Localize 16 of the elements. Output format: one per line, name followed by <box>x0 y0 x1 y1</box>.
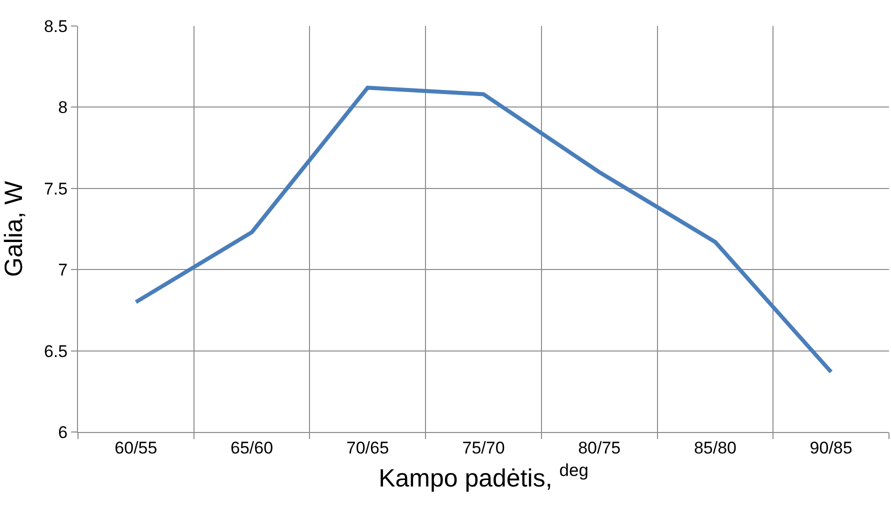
x-tick-label: 60/55 <box>114 438 158 458</box>
line-series <box>134 86 834 374</box>
x-tick-label: 75/70 <box>462 438 505 458</box>
y-tick-label: 6.5 <box>44 342 68 361</box>
y-tick-label: 8.5 <box>44 16 68 36</box>
x-axis-title: Kampo padėtis, $^{deg}$ <box>378 460 588 492</box>
x-tick-label: 90/85 <box>810 438 852 458</box>
x-tick-label: 85/80 <box>694 438 736 458</box>
y-tick-label: 7 <box>58 260 68 280</box>
y-tick-label: 8 <box>58 98 68 118</box>
y-tick-label: 7.5 <box>44 179 68 198</box>
y-axis-title: Galia, W <box>0 180 28 277</box>
x-tick-label: 70/65 <box>346 438 389 458</box>
y-tick-label: 6 <box>58 422 68 442</box>
x-tick-label: 65/60 <box>230 438 274 458</box>
x-tick-label: 80/75 <box>578 438 621 458</box>
